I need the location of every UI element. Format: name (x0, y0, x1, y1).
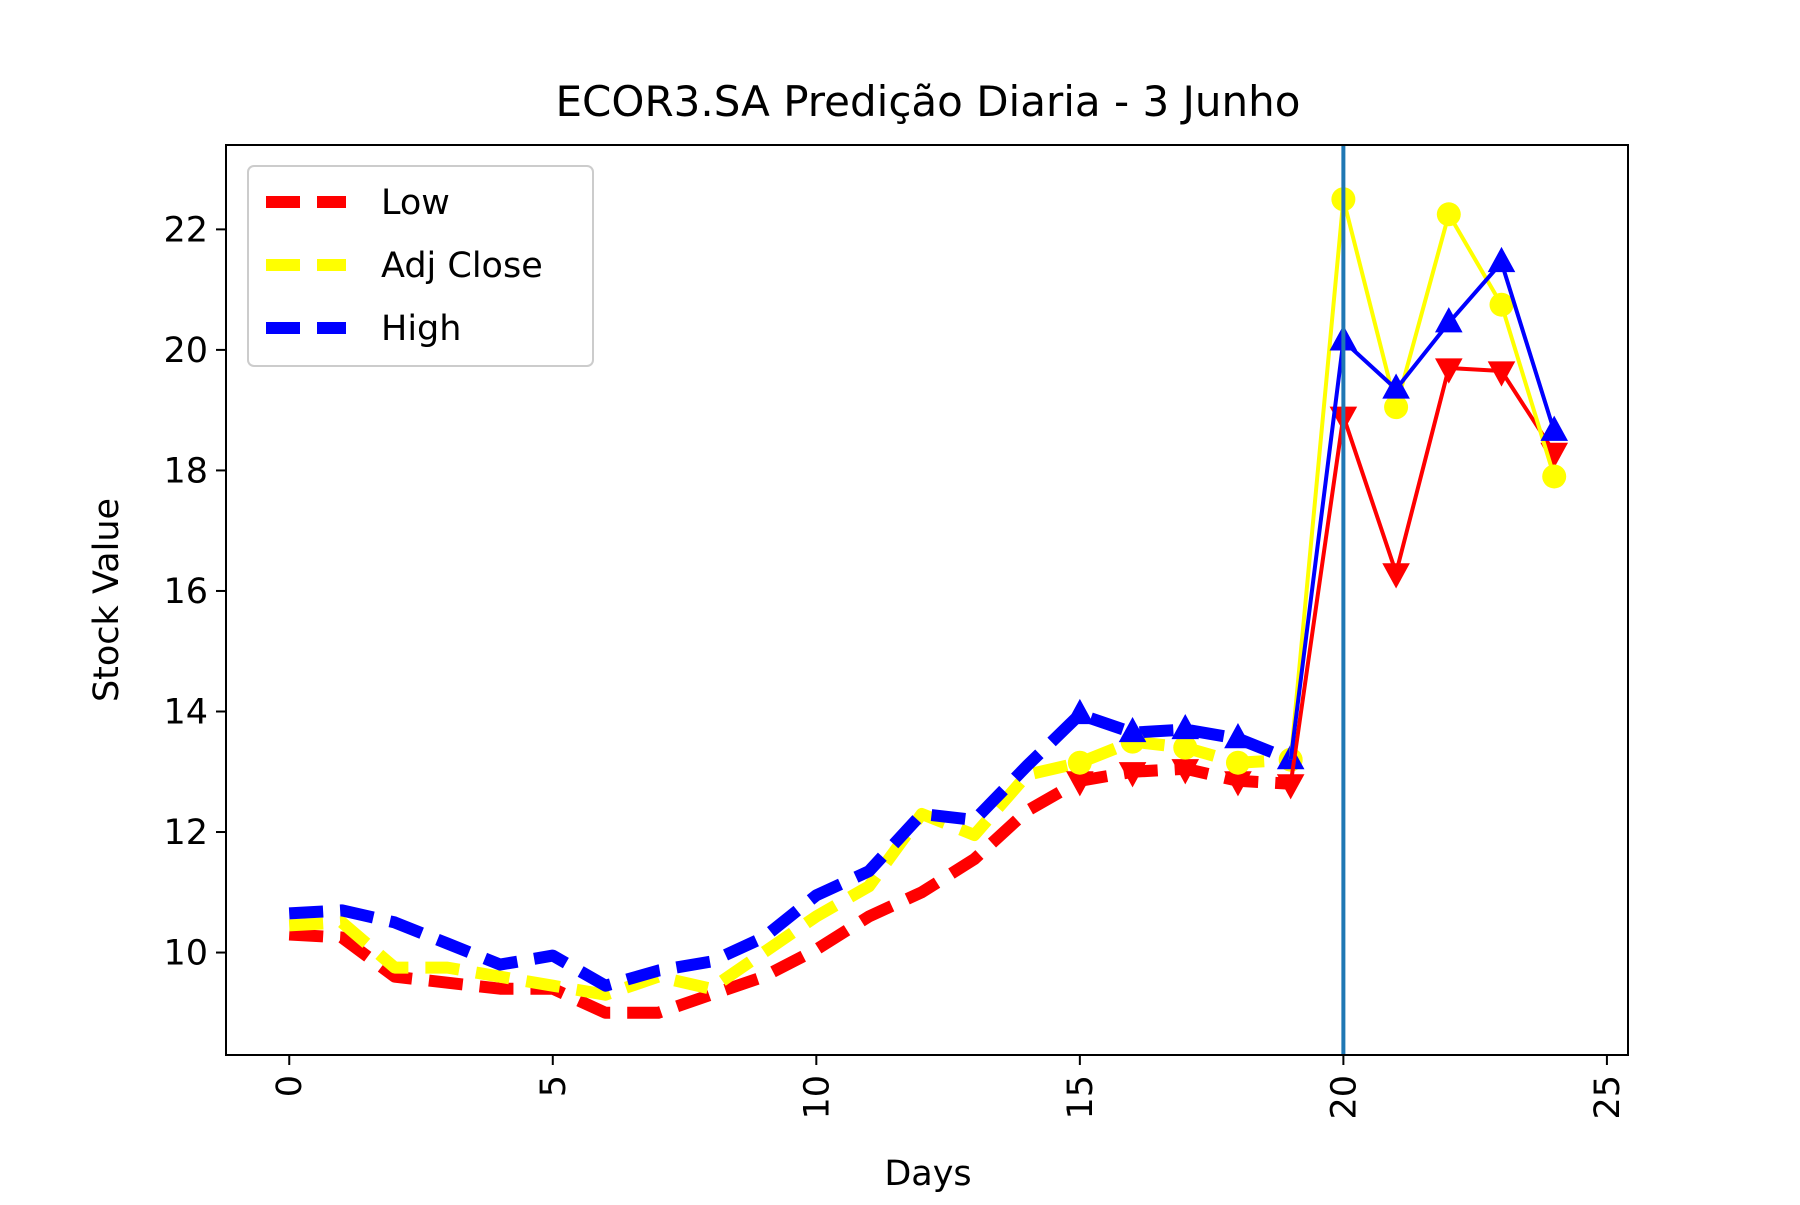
legend: Low Adj Close High (247, 165, 594, 367)
series-low-point (1382, 563, 1410, 589)
series-high-point (1382, 373, 1410, 399)
legend-box (247, 165, 594, 367)
series-low-point (1171, 759, 1200, 785)
y-tick-label: 22 (163, 210, 208, 250)
series-adj-close-point (1173, 735, 1198, 760)
series-low-historical-line (288, 762, 1292, 1019)
x-tick-label: 15 (1061, 1075, 1101, 1120)
series-high-point (1224, 723, 1252, 749)
y-tick-label: 14 (163, 692, 208, 732)
y-tick-label: 18 (163, 451, 208, 491)
series-adj-close-point (1225, 750, 1250, 775)
series-high-point (1434, 307, 1463, 333)
legend-label-high: High (381, 309, 461, 349)
series-low-point (1487, 361, 1516, 387)
series-adj-close-point (1542, 464, 1567, 489)
x-tick-label: 0 (270, 1075, 310, 1097)
series-adj-close-point (1436, 202, 1461, 227)
y-tick-label: 12 (163, 813, 208, 853)
x-axis-label: Days (884, 1154, 971, 1194)
series-low-point (1066, 771, 1094, 797)
x-axis: 0 5 10 15 20 25 (270, 1055, 1628, 1120)
series-high-point (1066, 698, 1094, 725)
series-high-point (1540, 415, 1569, 441)
series-high-historical-line (288, 708, 1293, 992)
series-high-point (1118, 716, 1147, 743)
y-tick-label: 10 (163, 934, 208, 974)
series-adj-close-point (1067, 750, 1092, 775)
y-axis: 10 12 14 16 18 20 22 (163, 210, 226, 974)
x-tick-label: 25 (1588, 1075, 1628, 1120)
y-tick-label: 16 (163, 572, 208, 612)
series-high-point (1171, 713, 1200, 740)
series-adj-close-point (1384, 395, 1409, 420)
legend-label-low: Low (381, 183, 450, 223)
series-adj-close-predicted-line (1288, 197, 1557, 760)
series-low-point (1224, 771, 1252, 797)
plot-area (288, 145, 1569, 1055)
x-tick-label: 10 (797, 1075, 837, 1120)
series-high-point (1487, 246, 1516, 273)
series-low-point (1118, 762, 1147, 788)
y-axis-label: Stock Value (87, 498, 127, 702)
series-low-point (1434, 358, 1463, 384)
legend-label-adj-close: Adj Close (381, 246, 543, 286)
x-tick-label: 20 (1324, 1075, 1364, 1120)
series-low-predicted-line (1288, 366, 1556, 785)
chart-title: ECOR3.SA Predição Diaria - 3 Junho (556, 77, 1301, 126)
x-tick-label: 5 (534, 1075, 574, 1097)
series-low-point (1276, 774, 1305, 800)
y-tick-label: 20 (163, 331, 208, 371)
series-adj-close-point (1489, 292, 1514, 317)
series-adj-close-historical-line (288, 735, 1292, 1001)
series-high-predicted-line (1288, 260, 1557, 760)
plot-frame (225, 144, 1629, 1056)
